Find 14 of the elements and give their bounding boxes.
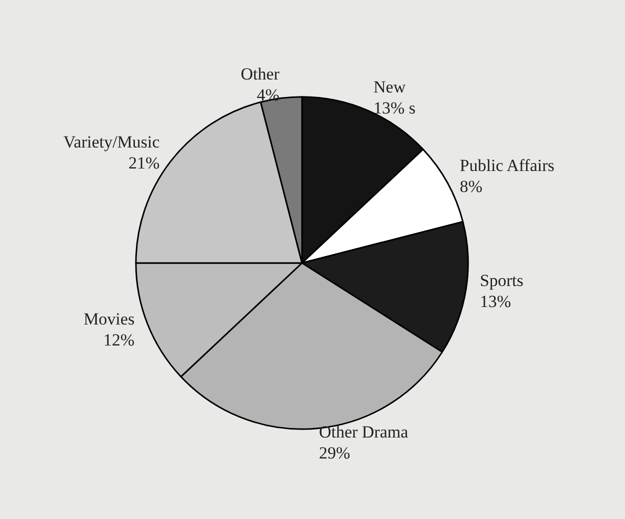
data-label: 13% [480,292,512,312]
slice-label: New [374,78,406,97]
slice-label: Public Affairs [460,156,554,176]
data-label: 4% [256,85,280,104]
data-label: 29% [318,443,350,462]
data-label: 12% [103,330,135,350]
slice-label: Movies [84,309,135,328]
slice-label: Variety/Music [63,132,160,152]
data-label: 21% [128,154,160,173]
slice-label: Other Drama [318,422,409,442]
slice-label: Sports [480,271,524,290]
data-label: 13% s [374,98,416,118]
slice-label: Other [240,64,280,84]
data-label: 8% [460,177,482,196]
